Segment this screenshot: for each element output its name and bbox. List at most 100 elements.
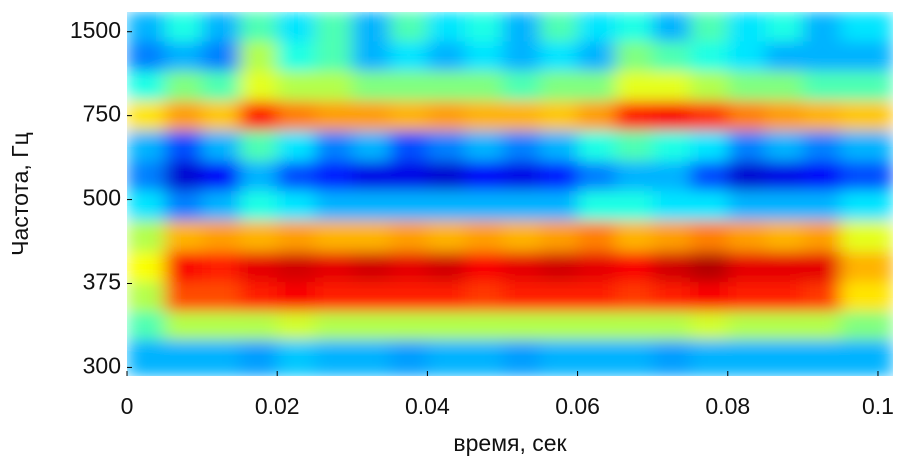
heatmap-cell — [277, 190, 316, 222]
heatmap-cell — [277, 220, 316, 253]
heatmap-cell — [690, 251, 729, 283]
heatmap-cell — [727, 161, 766, 192]
heatmap-cell — [314, 100, 353, 132]
heatmap-cell — [314, 161, 353, 192]
heatmap-cell — [765, 161, 804, 192]
x-tick-label: 0.02 — [255, 393, 300, 419]
heatmap-cell — [540, 311, 579, 341]
heatmap-cell — [352, 190, 391, 222]
heatmap-cell — [652, 71, 691, 102]
heatmap-cell — [765, 71, 804, 102]
heatmap-cell — [314, 220, 353, 253]
heatmap — [127, 12, 893, 376]
heatmap-cell — [690, 220, 729, 253]
heatmap-cell — [127, 339, 166, 376]
heatmap-cell — [502, 161, 541, 192]
heatmap-cell — [389, 161, 428, 192]
heatmap-cell — [765, 190, 804, 222]
heatmap-cell — [464, 41, 503, 72]
heatmap-cell — [652, 100, 691, 132]
heatmap-cell — [765, 281, 804, 313]
heatmap-cell — [314, 281, 353, 313]
heatmap-cell — [389, 12, 428, 43]
heatmap-cell — [652, 161, 691, 192]
heatmap-cell — [127, 71, 166, 102]
heatmap-cell — [127, 41, 166, 72]
heatmap-cell — [127, 130, 166, 162]
heatmap-cell — [164, 190, 203, 222]
heatmap-cell — [690, 130, 729, 162]
heatmap-cell — [727, 251, 766, 283]
heatmap-cell — [427, 71, 466, 102]
heatmap-cell — [540, 339, 579, 376]
heatmap-cell — [127, 190, 166, 222]
heatmap-cell — [727, 190, 766, 222]
heatmap-cell — [352, 161, 391, 192]
heatmap-cell — [802, 339, 841, 376]
heatmap-cell — [389, 339, 428, 376]
heatmap-cell — [802, 161, 841, 192]
heatmap-cell — [690, 100, 729, 132]
heatmap-cell — [239, 339, 278, 376]
heatmap-cell — [352, 100, 391, 132]
heatmap-cell — [577, 130, 616, 162]
heatmap-cell — [239, 190, 278, 222]
heatmap-cell — [615, 339, 654, 376]
heatmap-cell — [389, 190, 428, 222]
heatmap-cell — [577, 220, 616, 253]
heatmap-cell — [502, 190, 541, 222]
heatmap-cell — [277, 339, 316, 376]
heatmap-cell — [239, 161, 278, 192]
heatmap-cell — [502, 311, 541, 341]
heatmap-cell — [239, 71, 278, 102]
heatmap-cell — [727, 281, 766, 313]
heatmap-cell — [502, 281, 541, 313]
x-tick-label: 0.08 — [705, 393, 750, 419]
heatmap-cell — [727, 12, 766, 43]
heatmap-cell — [277, 41, 316, 72]
heatmap-cell — [427, 281, 466, 313]
heatmap-cell — [314, 12, 353, 43]
heatmap-cell — [239, 220, 278, 253]
heatmap-cell — [464, 71, 503, 102]
heatmap-cell — [239, 130, 278, 162]
heatmap-cell — [164, 12, 203, 43]
heatmap-cell — [164, 251, 203, 283]
heatmap-cell — [239, 41, 278, 72]
heatmap-cell — [352, 71, 391, 102]
heatmap-cell — [352, 251, 391, 283]
heatmap-cell — [277, 12, 316, 43]
heatmap-cell — [427, 161, 466, 192]
heatmap-cell — [202, 220, 241, 253]
x-axis-label: время, сек — [453, 430, 567, 456]
heatmap-cell — [352, 12, 391, 43]
heatmap-cell — [840, 130, 893, 162]
heatmap-cell — [727, 311, 766, 341]
heatmap-cell — [389, 100, 428, 132]
heatmap-cell — [502, 220, 541, 253]
heatmap-cell — [202, 100, 241, 132]
heatmap-cell — [127, 100, 166, 132]
heatmap-cell — [352, 339, 391, 376]
y-tick-label: 500 — [83, 185, 121, 211]
heatmap-cell — [164, 281, 203, 313]
heatmap-cell — [652, 190, 691, 222]
heatmap-cell — [765, 220, 804, 253]
heatmap-cell — [502, 71, 541, 102]
heatmap-cell — [615, 220, 654, 253]
heatmap-cell — [202, 130, 241, 162]
heatmap-cell — [540, 251, 579, 283]
heatmap-cell — [577, 41, 616, 72]
heatmap-cell — [840, 12, 893, 43]
heatmap-cell — [277, 281, 316, 313]
heatmap-cell — [840, 190, 893, 222]
heatmap-cell — [202, 12, 241, 43]
heatmap-cell — [540, 41, 579, 72]
heatmap-cell — [202, 251, 241, 283]
heatmap-cell — [464, 130, 503, 162]
heatmap-cell — [840, 311, 893, 341]
y-tick-label: 1500 — [70, 17, 121, 43]
heatmap-cell — [502, 41, 541, 72]
heatmap-cell — [577, 339, 616, 376]
heatmap-cell — [765, 251, 804, 283]
